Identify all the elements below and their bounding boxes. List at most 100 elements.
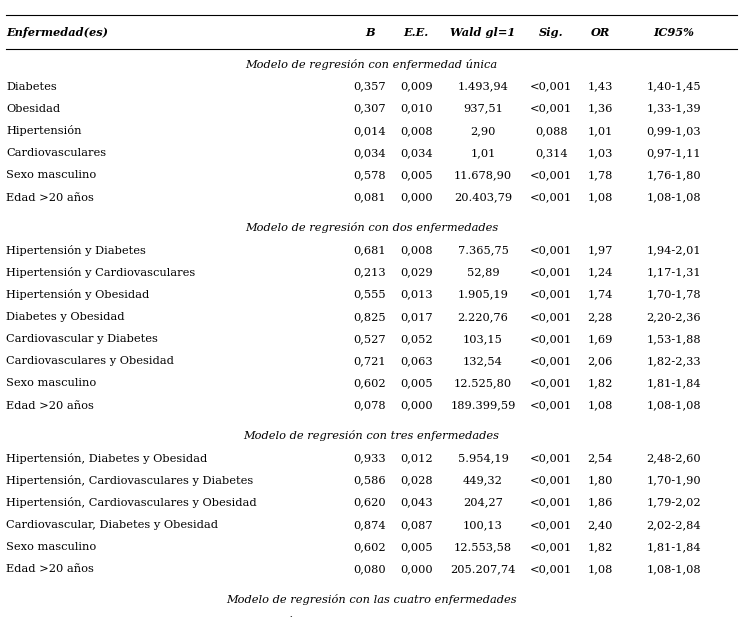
- Text: 189.399,59: 189.399,59: [450, 400, 516, 411]
- Text: 0,307: 0,307: [354, 104, 386, 114]
- Text: IC95%: IC95%: [653, 27, 695, 38]
- Text: 0,97-1,11: 0,97-1,11: [646, 148, 701, 158]
- Text: 2,90: 2,90: [470, 126, 496, 136]
- Text: 0,008: 0,008: [400, 126, 432, 136]
- Text: 0,034: 0,034: [354, 148, 386, 158]
- Text: 1,01: 1,01: [588, 126, 613, 136]
- Text: Sig.: Sig.: [539, 27, 564, 38]
- Text: 1,17-1,31: 1,17-1,31: [646, 267, 701, 278]
- Text: 0,080: 0,080: [354, 564, 386, 574]
- Text: Edad >20 años: Edad >20 años: [6, 564, 94, 574]
- Text: 0,000: 0,000: [400, 193, 432, 202]
- Text: 20.403,79: 20.403,79: [454, 193, 512, 202]
- Text: 0,088: 0,088: [535, 126, 568, 136]
- Text: 205.207,74: 205.207,74: [450, 564, 516, 574]
- Text: 100,13: 100,13: [463, 520, 503, 530]
- Text: 0,028: 0,028: [400, 475, 432, 486]
- Text: Modelo de regresión con tres enfermedades: Modelo de regresión con tres enfermedade…: [244, 431, 499, 442]
- Text: 1,01: 1,01: [470, 148, 496, 158]
- Text: <0,001: <0,001: [531, 245, 572, 255]
- Text: 0,081: 0,081: [354, 193, 386, 202]
- Text: B: B: [366, 27, 374, 38]
- Text: 0,620: 0,620: [354, 497, 386, 508]
- Text: 0,357: 0,357: [354, 81, 386, 91]
- Text: 1,24: 1,24: [588, 267, 613, 278]
- Text: <0,001: <0,001: [531, 334, 572, 344]
- Text: 2,54: 2,54: [588, 453, 613, 463]
- Text: Edad >20 años: Edad >20 años: [6, 193, 94, 202]
- Text: 449,32: 449,32: [463, 475, 503, 486]
- Text: 937,51: 937,51: [463, 104, 503, 114]
- Text: Diabetes: Diabetes: [6, 81, 56, 91]
- Text: 2,02-2,84: 2,02-2,84: [646, 520, 701, 530]
- Text: 0,029: 0,029: [400, 267, 432, 278]
- Text: <0,001: <0,001: [531, 475, 572, 486]
- Text: Hipertensión, Cardiovasculares y Obesidad: Hipertensión, Cardiovasculares y Obesida…: [6, 497, 256, 508]
- Text: 1,81-1,84: 1,81-1,84: [646, 542, 701, 552]
- Text: <0,001: <0,001: [531, 378, 572, 389]
- Text: 2,06: 2,06: [588, 356, 613, 366]
- Text: 1,81-1,84: 1,81-1,84: [646, 378, 701, 389]
- Text: 0,000: 0,000: [400, 564, 432, 574]
- Text: 1,79-2,02: 1,79-2,02: [646, 497, 701, 508]
- Text: 1,70-1,90: 1,70-1,90: [646, 475, 701, 486]
- Text: 0,527: 0,527: [354, 334, 386, 344]
- Text: 0,721: 0,721: [354, 356, 386, 366]
- Text: 0,681: 0,681: [354, 245, 386, 255]
- Text: 0,014: 0,014: [354, 126, 386, 136]
- Text: 0,052: 0,052: [400, 334, 432, 344]
- Text: 0,602: 0,602: [354, 378, 386, 389]
- Text: Wald gl=1: Wald gl=1: [450, 27, 516, 38]
- Text: Hipertensión y Diabetes: Hipertensión y Diabetes: [6, 244, 146, 255]
- Text: Sexo masculino: Sexo masculino: [6, 170, 96, 180]
- Text: 52,89: 52,89: [467, 267, 499, 278]
- Text: 2,20-2,36: 2,20-2,36: [646, 312, 701, 322]
- Text: Cardiovascular y Diabetes: Cardiovascular y Diabetes: [6, 334, 158, 344]
- Text: 12.553,58: 12.553,58: [454, 542, 512, 552]
- Text: 1,08: 1,08: [588, 193, 613, 202]
- Text: 0,063: 0,063: [400, 356, 432, 366]
- Text: 0,586: 0,586: [354, 475, 386, 486]
- Text: 0,009: 0,009: [400, 81, 432, 91]
- Text: <0,001: <0,001: [531, 81, 572, 91]
- Text: <0,001: <0,001: [531, 400, 572, 411]
- Text: 1.493,94: 1.493,94: [458, 81, 508, 91]
- Text: 0,825: 0,825: [354, 312, 386, 322]
- Text: 0,012: 0,012: [400, 453, 432, 463]
- Text: 2,48-2,60: 2,48-2,60: [646, 453, 701, 463]
- Text: Cardiovasculares: Cardiovasculares: [6, 148, 106, 158]
- Text: 0,013: 0,013: [400, 289, 432, 300]
- Text: 1,08: 1,08: [588, 564, 613, 574]
- Text: 1,08-1,08: 1,08-1,08: [646, 193, 701, 202]
- Text: 1,82: 1,82: [588, 542, 613, 552]
- Text: Cardiovasculares y Obesidad: Cardiovasculares y Obesidad: [6, 356, 174, 366]
- Text: 0,578: 0,578: [354, 170, 386, 180]
- Text: <0,001: <0,001: [531, 497, 572, 508]
- Text: <0,001: <0,001: [531, 312, 572, 322]
- Text: Hipertensión, Cardiovasculares y Diabetes: Hipertensión, Cardiovasculares y Diabete…: [6, 475, 253, 486]
- Text: <0,001: <0,001: [531, 453, 572, 463]
- Text: 1,08-1,08: 1,08-1,08: [646, 564, 701, 574]
- Text: Hipertensión y Cardiovasculares: Hipertensión y Cardiovasculares: [6, 267, 195, 278]
- Text: <0,001: <0,001: [531, 267, 572, 278]
- Text: 1,43: 1,43: [588, 81, 613, 91]
- Text: 103,15: 103,15: [463, 334, 503, 344]
- Text: Obesidad: Obesidad: [6, 104, 60, 114]
- Text: 1,94-2,01: 1,94-2,01: [646, 245, 701, 255]
- Text: 1,78: 1,78: [588, 170, 613, 180]
- Text: <0,001: <0,001: [531, 104, 572, 114]
- Text: 2,28: 2,28: [588, 312, 613, 322]
- Text: 1,70-1,78: 1,70-1,78: [646, 289, 701, 300]
- Text: 1.905,19: 1.905,19: [458, 289, 508, 300]
- Text: Hipertensión, Diabetes y Obesidad: Hipertensión, Diabetes y Obesidad: [6, 453, 207, 464]
- Text: 1,76-1,80: 1,76-1,80: [646, 170, 701, 180]
- Text: 0,213: 0,213: [354, 267, 386, 278]
- Text: Sexo masculino: Sexo masculino: [6, 378, 96, 389]
- Text: 0,043: 0,043: [400, 497, 432, 508]
- Text: 204,27: 204,27: [463, 497, 503, 508]
- Text: Enfermedad(es): Enfermedad(es): [6, 27, 108, 38]
- Text: 1,74: 1,74: [588, 289, 613, 300]
- Text: 1,80: 1,80: [588, 475, 613, 486]
- Text: Diabetes y Obesidad: Diabetes y Obesidad: [6, 312, 124, 322]
- Text: 2,40: 2,40: [588, 520, 613, 530]
